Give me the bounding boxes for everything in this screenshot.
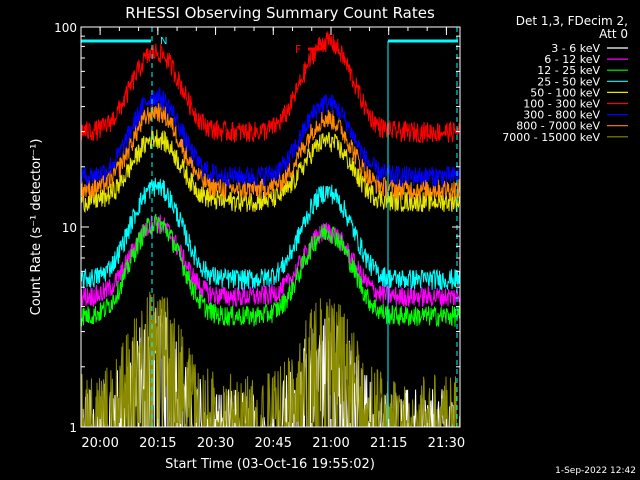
series-line: [81, 291, 460, 427]
legend-entry-label: 7000 - 15000 keV: [502, 131, 600, 144]
legend-header-line1: Det 1,3, FDecim 2,: [516, 14, 628, 28]
legend-entry-label: 12 - 25 keV: [537, 64, 600, 77]
legend-entry-label: 25 - 50 keV: [537, 75, 600, 88]
x-axis-label: Start Time (03-Oct-16 19:55:02): [165, 457, 375, 472]
series-line: [81, 87, 460, 188]
legend-entry-label: 300 - 800 keV: [523, 109, 600, 122]
legend-entry-label: 800 - 7000 keV: [516, 120, 600, 133]
x-tick-label: 20:15: [139, 436, 176, 451]
legend-entry-label: 50 - 100 keV: [530, 86, 600, 99]
series-line: [81, 213, 460, 327]
x-tick-label: 21:15: [370, 436, 407, 451]
series-line: [81, 214, 460, 308]
x-tick-label: 21:00: [312, 436, 349, 451]
overlay-layer: NF: [81, 27, 458, 427]
y-tick-label: 100: [54, 21, 77, 35]
series-layer: [81, 31, 460, 427]
chart-title: RHESSI Observing Summary Count Rates: [125, 4, 435, 22]
x-tick-label: 21:30: [428, 436, 465, 451]
legend-header-line2: Att 0: [599, 27, 628, 41]
y-tick-label: 1: [69, 421, 77, 435]
legend-entry-label: 100 - 300 keV: [523, 98, 600, 111]
series-line: [81, 129, 460, 214]
y-axis-label: Count Rate (s⁻¹ detector⁻¹): [29, 139, 44, 316]
series-line: [81, 101, 460, 201]
series-line: [81, 31, 460, 144]
legend-entry-label: 6 - 12 keV: [544, 53, 600, 66]
y-tick-label: 10: [62, 221, 77, 235]
generation-timestamp: 1-Sep-2022 12:42: [555, 466, 636, 476]
series-line: [81, 177, 460, 291]
x-tick-label: 20:45: [255, 436, 292, 451]
x-tick-label: 20:00: [81, 436, 118, 451]
x-tick-label: 20:30: [197, 436, 234, 451]
x-axis: 20:00 20:15 20:30 20:45 21:00 21:15 21:30: [81, 27, 465, 451]
n-marker-label: N: [160, 36, 167, 47]
legend-entry-label: 3 - 6 keV: [551, 42, 600, 55]
flare-marker-label: F: [295, 43, 301, 56]
y-axis: 1 10 100: [54, 21, 460, 435]
